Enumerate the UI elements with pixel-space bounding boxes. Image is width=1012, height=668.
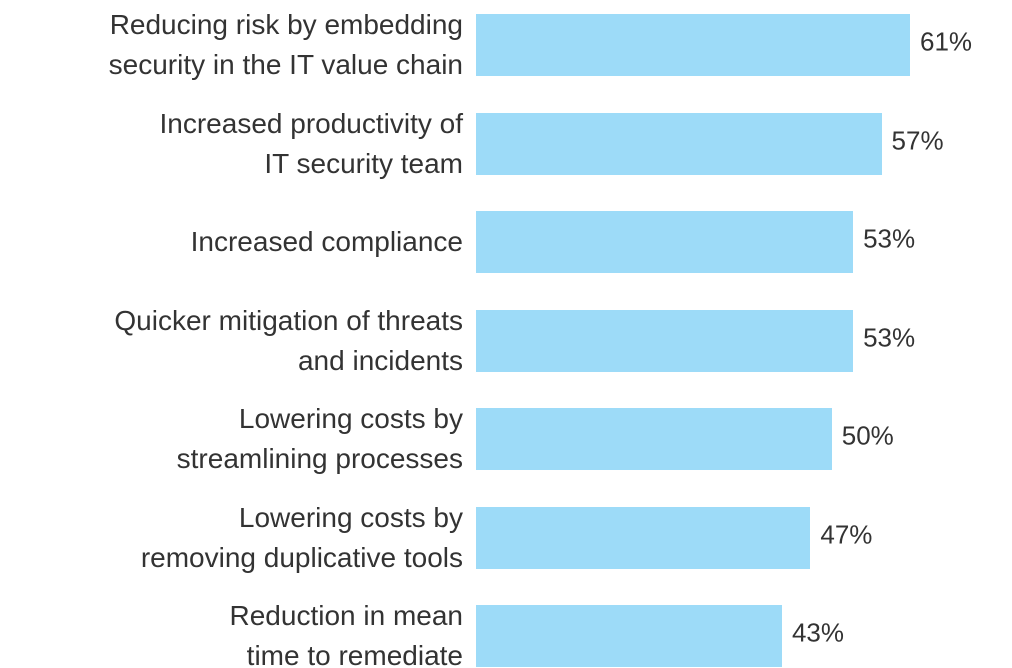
value-label: 47% [820,518,873,549]
category-label: Reducing risk by embedding security in t… [108,9,463,80]
bar [476,309,854,372]
category-label: Increased compliance [190,226,463,257]
value-label: 43% [791,617,844,648]
category-label: Lowering costs by streamlining processes [176,403,463,474]
value-label: 50% [841,420,894,451]
bar [476,112,882,175]
category-label: Quicker mitigation of threats and incide… [114,304,463,376]
value-label: 61% [920,26,973,57]
bar [476,506,811,569]
bar [476,605,782,667]
bar [476,211,854,273]
category-label: Lowering costs by removing duplicative t… [140,501,463,573]
value-label: 53% [863,321,916,352]
category-label: Increased productivity of IT security te… [159,107,464,179]
category-label: Reduction in mean time to remediate [229,600,463,668]
bar [476,14,910,76]
value-label: 53% [863,223,916,254]
bar [476,408,832,470]
value-label: 57% [891,124,944,155]
